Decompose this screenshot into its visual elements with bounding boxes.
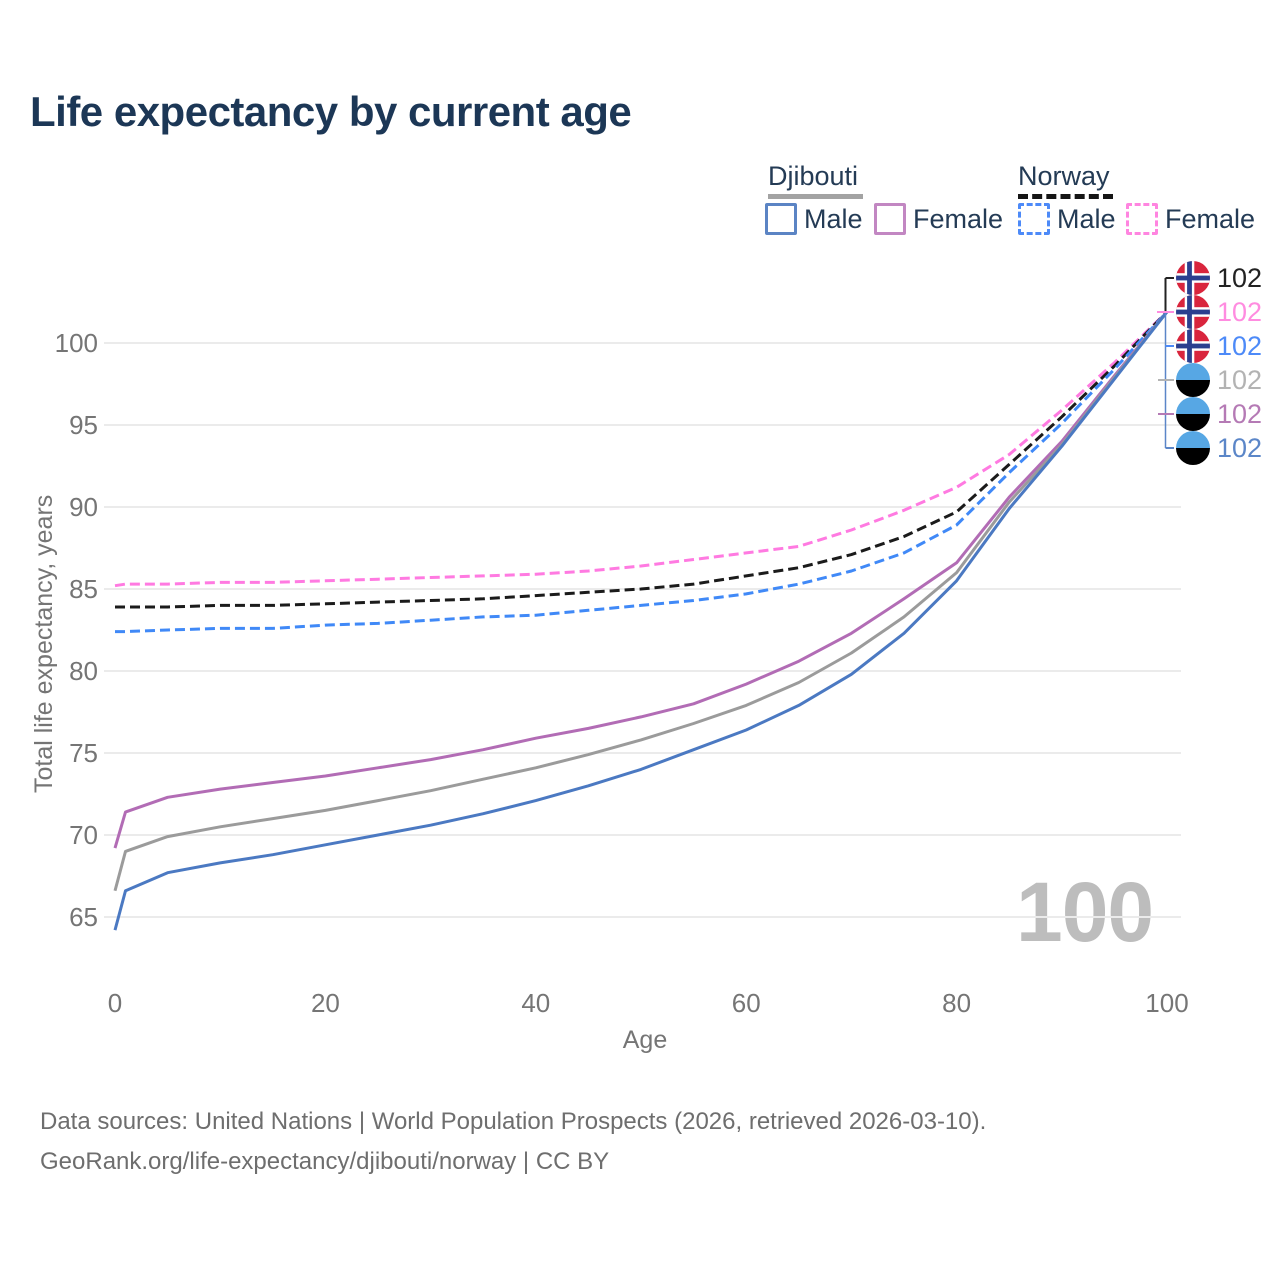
y-tick-label: 85 [69, 574, 98, 604]
x-tick-label: 20 [311, 988, 340, 1018]
y-tick-label: 100 [55, 328, 98, 358]
legend-underline-norway [1018, 194, 1113, 199]
watermark-100: 100 [1016, 865, 1154, 959]
legend-label[interactable]: Male [1057, 203, 1116, 234]
legend-item-norway-female[interactable]: Female [1126, 203, 1255, 235]
end-label-row-djibouti-both: ★102 [1176, 363, 1262, 397]
djibouti-flag-icon: ★ [1176, 431, 1210, 465]
end-label-value: 102 [1217, 331, 1263, 361]
series-line-norway-both[interactable] [115, 310, 1169, 609]
legend-swatch-norway-female[interactable] [1126, 203, 1158, 235]
end-label-row-djibouti-male: ★102 [1176, 431, 1262, 465]
norway-flag-icon [1176, 329, 1210, 363]
legend-swatch-norway-male[interactable] [1018, 203, 1050, 235]
series-line-norway-male[interactable] [115, 310, 1169, 634]
end-label-value: 102 [1217, 263, 1263, 293]
x-tick-label: 80 [942, 988, 971, 1018]
end-label-value: 102 [1217, 399, 1263, 429]
end-label-value: 102 [1217, 297, 1263, 327]
series-line-norway-female[interactable] [114, 310, 1169, 588]
legend-swatch-djibouti-male[interactable] [765, 203, 797, 235]
y-tick-label: 65 [69, 902, 98, 932]
y-tick-label: 80 [69, 656, 98, 686]
y-tick-label: 95 [69, 410, 98, 440]
page-title: Life expectancy by current age [30, 88, 632, 135]
end-label-row-norway-male: 102 [1176, 329, 1262, 363]
legend-item-norway-male[interactable]: Male [1018, 203, 1116, 235]
series-line-djibouti-both[interactable] [113, 310, 1169, 892]
legend-label[interactable]: Female [913, 203, 1004, 234]
djibouti-flag-icon: ★ [1176, 397, 1210, 431]
end-label-row-norway-both: 102 [1176, 261, 1262, 295]
footer-sources: Data sources: United Nations | World Pop… [40, 1108, 987, 1135]
x-axis-title: Age [622, 1026, 668, 1054]
series-line-djibouti-male[interactable] [113, 310, 1169, 931]
legend-item-djibouti-female[interactable]: Female [874, 203, 1003, 235]
norway-flag-icon [1176, 261, 1210, 295]
end-label-row-norway-female: 102 [1176, 295, 1262, 329]
end-label-value: 102 [1217, 365, 1263, 395]
end-label-value: 102 [1217, 433, 1263, 463]
legend-underline-djibouti [768, 194, 863, 199]
footer-attribution: GeoRank.org/life-expectancy/djibouti/nor… [40, 1148, 610, 1175]
series-line-djibouti-female[interactable] [113, 310, 1169, 849]
legend-label[interactable]: Male [804, 203, 863, 234]
djibouti-flag-icon: ★ [1176, 363, 1210, 397]
y-tick-label: 70 [69, 820, 98, 850]
norway-flag-icon [1176, 295, 1210, 329]
y-tick-label: 90 [69, 492, 98, 522]
legend-group-norway: Norway [1018, 161, 1110, 191]
end-label-row-djibouti-female: ★102 [1176, 397, 1262, 431]
x-tick-label: 100 [1145, 988, 1188, 1018]
y-tick-label: 75 [69, 738, 98, 768]
x-tick-label: 60 [732, 988, 761, 1018]
legend-swatch-djibouti-female[interactable] [874, 203, 906, 235]
x-tick-label: 0 [108, 988, 122, 1018]
legend-item-djibouti-male[interactable]: Male [765, 203, 863, 235]
x-tick-label: 40 [521, 988, 550, 1018]
legend-group-djibouti: Djibouti [768, 161, 859, 191]
legend-label[interactable]: Female [1165, 203, 1256, 234]
